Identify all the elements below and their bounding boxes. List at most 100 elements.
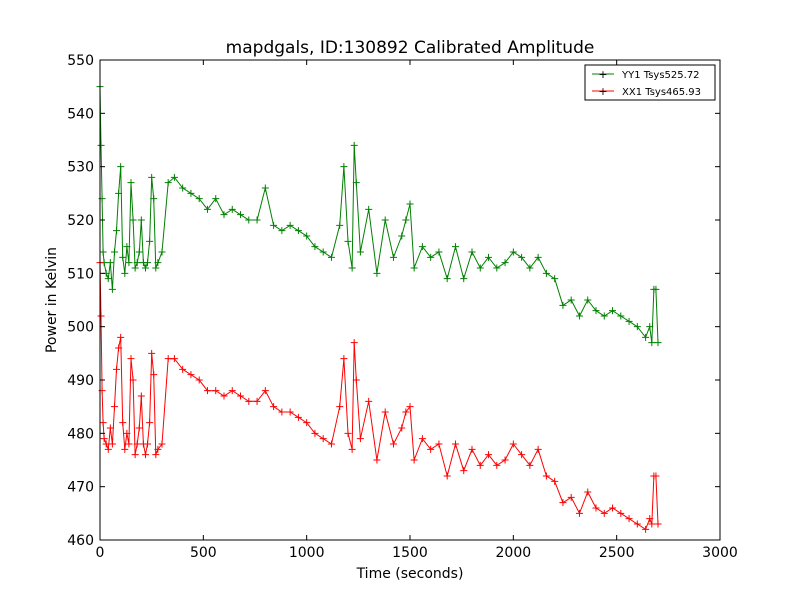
data-point — [340, 355, 348, 363]
data-point — [584, 296, 592, 304]
data-point — [106, 259, 114, 267]
data-point — [125, 440, 133, 448]
y-tick-label: 480 — [67, 426, 94, 442]
data-point — [365, 205, 373, 213]
data-point — [170, 355, 178, 363]
data-point — [187, 371, 195, 379]
data-point — [373, 456, 381, 464]
data-point — [435, 248, 443, 256]
data-point — [319, 248, 327, 256]
data-point — [485, 253, 493, 261]
data-point — [146, 237, 154, 245]
data-point — [135, 424, 143, 432]
data-point — [127, 355, 135, 363]
data-point — [133, 440, 141, 448]
data-point — [509, 248, 517, 256]
data-point — [356, 435, 364, 443]
data-point — [646, 323, 654, 331]
series-markers-1 — [96, 259, 662, 533]
data-point — [609, 504, 617, 512]
data-point — [286, 408, 294, 416]
data-point — [356, 248, 364, 256]
data-point — [526, 461, 534, 469]
x-tick-label: 3000 — [702, 545, 738, 561]
data-point — [646, 515, 654, 523]
data-point — [327, 253, 335, 261]
data-point — [476, 461, 484, 469]
data-point — [141, 451, 149, 459]
data-point — [509, 440, 517, 448]
y-ticks: 460 470 480 490 500 510 520 530 540 550 — [67, 53, 720, 549]
data-point — [303, 232, 311, 240]
data-point — [654, 339, 662, 347]
data-point — [294, 413, 302, 421]
data-point — [592, 504, 600, 512]
data-point — [253, 216, 261, 224]
data-point — [410, 264, 418, 272]
data-point — [152, 451, 160, 459]
data-point — [164, 355, 172, 363]
data-point — [278, 227, 286, 235]
data-point — [348, 264, 356, 272]
data-point — [451, 243, 459, 251]
data-point — [592, 307, 600, 315]
data-point — [468, 445, 476, 453]
data-point — [633, 323, 641, 331]
data-point — [501, 456, 509, 464]
data-point — [348, 445, 356, 453]
data-point — [261, 184, 269, 192]
data-point — [381, 216, 389, 224]
data-point — [99, 248, 107, 256]
data-point — [617, 312, 625, 320]
data-point — [501, 259, 509, 267]
data-point — [104, 445, 112, 453]
data-point — [131, 451, 139, 459]
data-point — [154, 445, 162, 453]
data-point — [131, 264, 139, 272]
legend-marker-xx1: + — [598, 85, 607, 98]
data-point — [625, 317, 633, 325]
data-point — [253, 397, 261, 405]
data-point — [125, 259, 133, 267]
data-point — [150, 371, 158, 379]
data-point — [518, 451, 526, 459]
data-point — [493, 461, 501, 469]
data-point — [406, 403, 414, 411]
data-point — [135, 248, 143, 256]
data-point — [652, 472, 660, 480]
data-point — [443, 472, 451, 480]
data-point — [129, 376, 137, 384]
y-tick-label: 540 — [67, 106, 94, 122]
data-point — [137, 216, 145, 224]
data-point — [600, 312, 608, 320]
data-point — [121, 269, 129, 277]
data-point — [220, 211, 228, 219]
data-point — [270, 403, 278, 411]
legend-label-xx1: XX1 Tsys465.93 — [622, 87, 701, 98]
data-point — [584, 488, 592, 496]
x-tick-label: 2500 — [599, 545, 635, 561]
series-markers-0 — [96, 83, 662, 347]
data-point — [110, 403, 118, 411]
data-point — [460, 467, 468, 475]
data-point — [406, 200, 414, 208]
data-point — [113, 227, 121, 235]
data-point — [146, 419, 154, 427]
x-tick-label: 2000 — [496, 545, 532, 561]
data-point — [336, 403, 344, 411]
data-point — [104, 275, 112, 283]
data-point — [350, 339, 358, 347]
data-point — [245, 216, 253, 224]
data-point — [402, 216, 410, 224]
data-point — [195, 376, 203, 384]
data-point — [158, 440, 166, 448]
data-point — [435, 440, 443, 448]
data-point — [468, 248, 476, 256]
data-point — [127, 179, 135, 187]
data-point — [121, 445, 129, 453]
data-point — [102, 440, 110, 448]
data-point — [123, 243, 131, 251]
data-point — [119, 253, 127, 261]
data-point — [311, 429, 319, 437]
